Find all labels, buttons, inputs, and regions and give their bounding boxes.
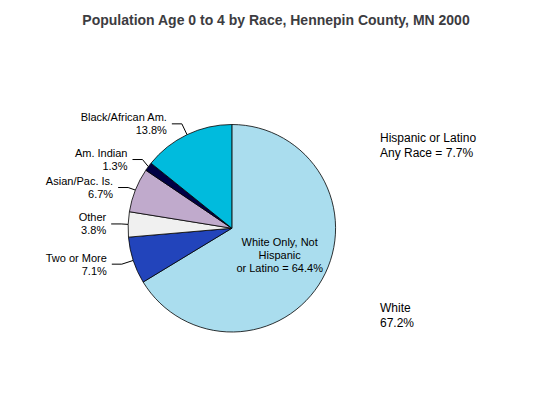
svg-text:3.8%: 3.8% bbox=[81, 224, 106, 236]
svg-text:1.3%: 1.3% bbox=[102, 160, 127, 172]
svg-text:or Latino = 64.4%: or Latino = 64.4% bbox=[236, 262, 323, 274]
svg-text:Am. Indian: Am. Indian bbox=[75, 147, 128, 159]
svg-text:67.2%: 67.2% bbox=[380, 316, 414, 330]
svg-text:13.8%: 13.8% bbox=[136, 124, 167, 136]
svg-text:Population Age 0 to 4 by Race,: Population Age 0 to 4 by Race, Hennepin … bbox=[82, 12, 470, 28]
svg-text:Other: Other bbox=[79, 211, 107, 223]
svg-text:Any Race = 7.7%: Any Race = 7.7% bbox=[380, 146, 473, 160]
svg-text:Two or More: Two or More bbox=[46, 252, 107, 264]
svg-text:Hispanic: Hispanic bbox=[259, 249, 302, 261]
svg-text:Black/African Am.: Black/African Am. bbox=[81, 111, 167, 123]
svg-text:7.1%: 7.1% bbox=[82, 265, 107, 277]
svg-text:Hispanic or Latino: Hispanic or Latino bbox=[380, 131, 476, 145]
svg-text:White Only, Not: White Only, Not bbox=[242, 236, 318, 248]
svg-text:White: White bbox=[380, 301, 411, 315]
svg-text:6.7%: 6.7% bbox=[88, 188, 113, 200]
svg-text:Asian/Pac. Is.: Asian/Pac. Is. bbox=[46, 175, 113, 187]
